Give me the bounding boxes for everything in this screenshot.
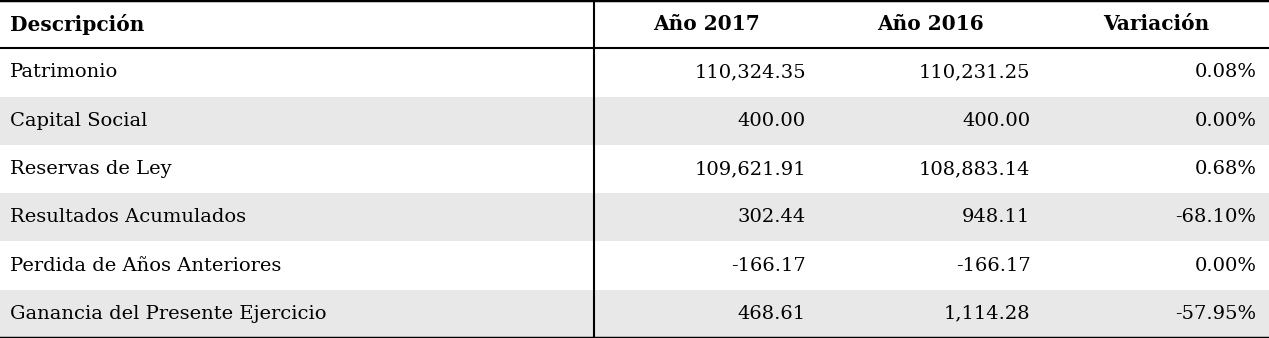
Bar (1043, 145, 1269, 193)
Bar (1043, 290, 1269, 338)
Text: 1,114.28: 1,114.28 (944, 305, 1030, 323)
Text: 0.00%: 0.00% (1194, 112, 1256, 130)
Bar (819, 241, 1043, 290)
Bar (0, 145, 594, 193)
Text: 468.61: 468.61 (737, 305, 806, 323)
Bar (819, 193, 1043, 241)
Text: 108,883.14: 108,883.14 (919, 160, 1030, 178)
Bar (1043, 193, 1269, 241)
Text: Reservas de Ley: Reservas de Ley (10, 160, 171, 178)
Text: 948.11: 948.11 (962, 208, 1030, 226)
Bar (1043, 48, 1269, 97)
Text: -57.95%: -57.95% (1175, 305, 1256, 323)
Text: Descripción: Descripción (10, 14, 145, 34)
Text: 0.00%: 0.00% (1194, 257, 1256, 274)
Text: 109,621.91: 109,621.91 (694, 160, 806, 178)
Text: 0.68%: 0.68% (1194, 160, 1256, 178)
Text: Capital Social: Capital Social (10, 112, 147, 130)
Text: Ganancia del Presente Ejercicio: Ganancia del Presente Ejercicio (10, 305, 326, 323)
Bar (594, 145, 819, 193)
Bar (0, 193, 594, 241)
Text: -166.17: -166.17 (731, 257, 806, 274)
Bar (0, 241, 594, 290)
Text: Variación: Variación (1103, 14, 1209, 34)
Text: Año 2017: Año 2017 (652, 14, 760, 34)
Bar (594, 241, 819, 290)
Bar (819, 290, 1043, 338)
Text: Perdida de Años Anteriores: Perdida de Años Anteriores (10, 257, 282, 274)
Text: Resultados Acumulados: Resultados Acumulados (10, 208, 246, 226)
Bar (594, 97, 819, 145)
Bar (594, 290, 819, 338)
Bar (1043, 97, 1269, 145)
Text: 110,324.35: 110,324.35 (694, 64, 806, 81)
Bar (0, 48, 594, 97)
Bar (1043, 241, 1269, 290)
Bar (594, 48, 819, 97)
Text: -166.17: -166.17 (956, 257, 1030, 274)
Text: 110,231.25: 110,231.25 (919, 64, 1030, 81)
Text: -68.10%: -68.10% (1175, 208, 1256, 226)
Bar (819, 97, 1043, 145)
Text: Patrimonio: Patrimonio (10, 64, 118, 81)
Bar (0, 290, 594, 338)
Text: 302.44: 302.44 (737, 208, 806, 226)
Text: 0.08%: 0.08% (1194, 64, 1256, 81)
Bar (1043, 0, 1269, 48)
Bar (594, 193, 819, 241)
Text: 400.00: 400.00 (737, 112, 806, 130)
Bar (819, 145, 1043, 193)
Bar (594, 0, 819, 48)
Text: 400.00: 400.00 (962, 112, 1030, 130)
Bar (819, 0, 1043, 48)
Bar (0, 0, 594, 48)
Text: Año 2016: Año 2016 (877, 14, 985, 34)
Bar (0, 97, 594, 145)
Bar (819, 48, 1043, 97)
